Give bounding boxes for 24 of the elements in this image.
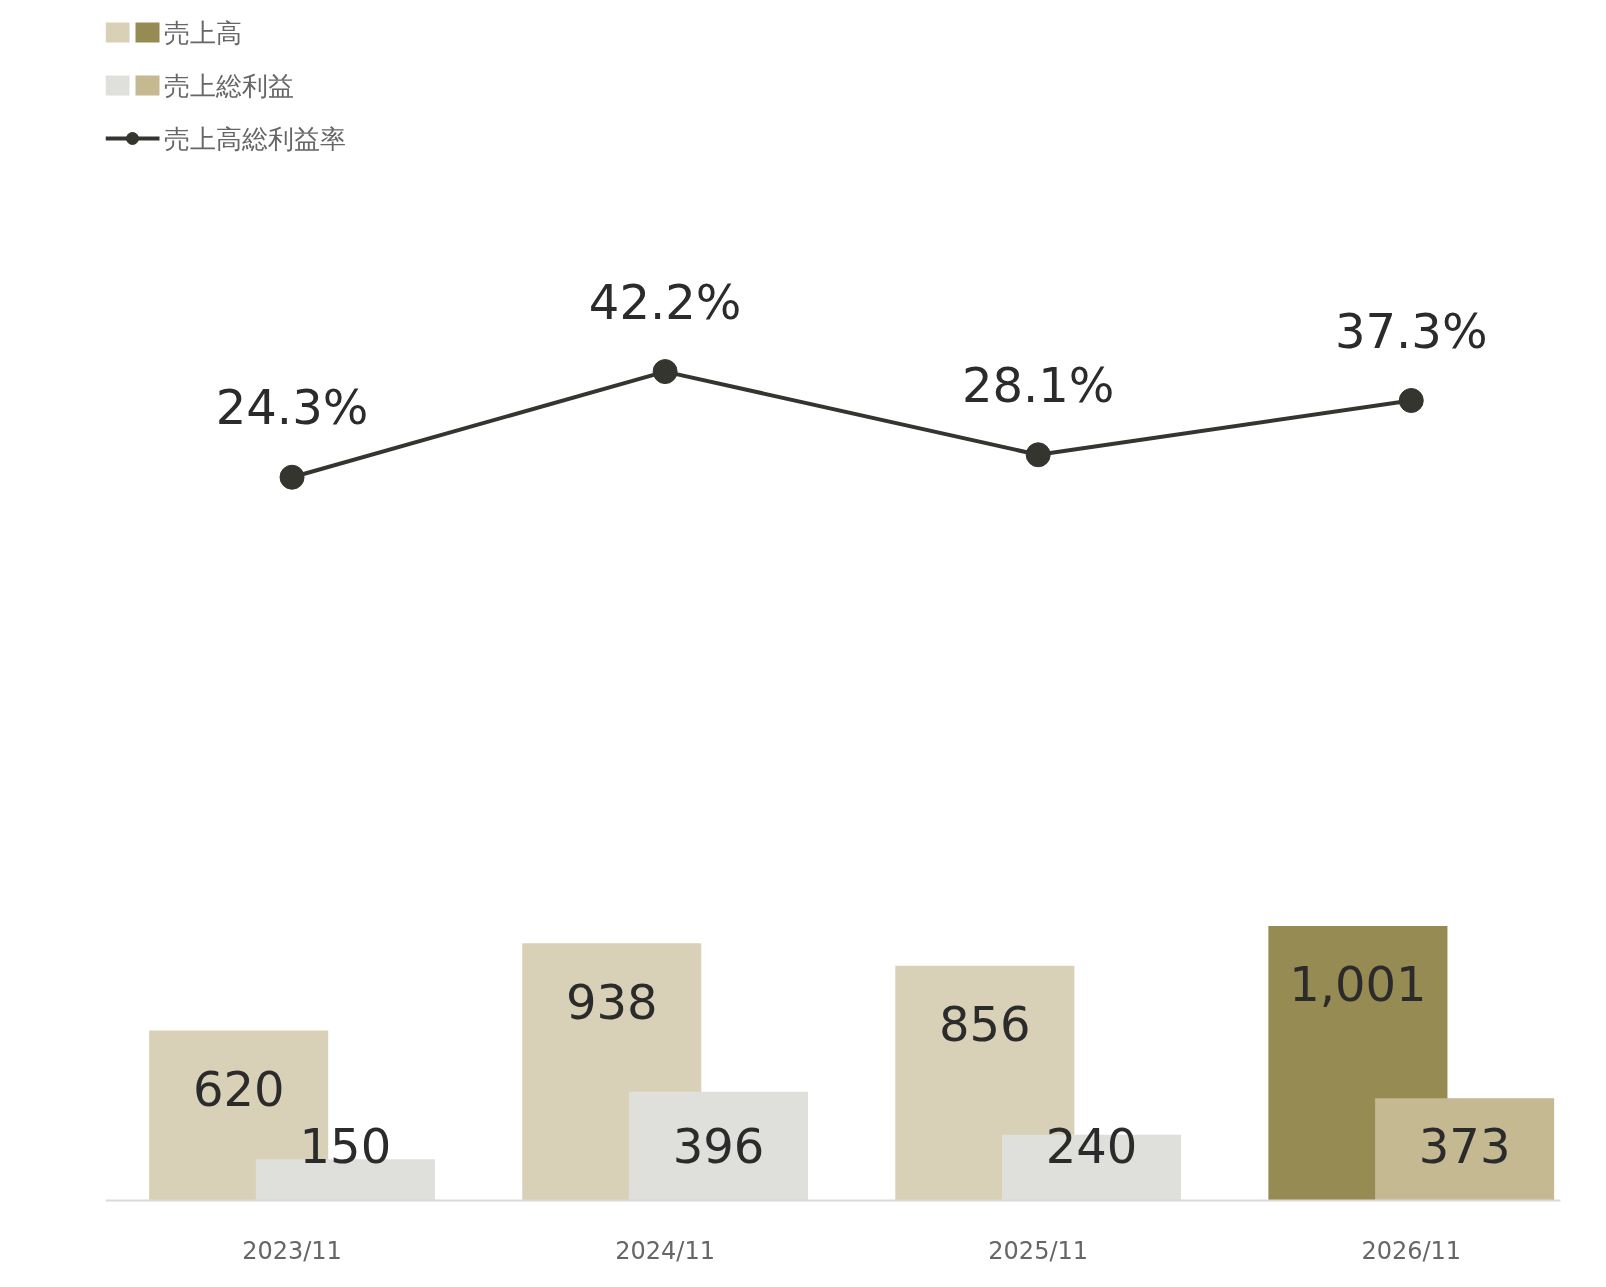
legend-label: 売上総利益 <box>163 70 294 101</box>
point <box>279 464 305 490</box>
data-label: 856 <box>939 996 1031 1053</box>
data-label: 240 <box>1045 1118 1138 1174</box>
legend-label: 売上高総利益率 <box>163 123 346 154</box>
legend-label: 売上高 <box>163 17 242 48</box>
data-label: 938 <box>565 973 658 1030</box>
point <box>1025 442 1051 468</box>
point <box>1398 388 1424 413</box>
x-tick-label: 2024/11 <box>615 1236 715 1265</box>
data-label: 150 <box>299 1118 392 1174</box>
data-label: 42.2% <box>588 273 742 330</box>
data-label: 620 <box>192 1060 285 1117</box>
x-tick-label: 2025/11 <box>988 1236 1089 1265</box>
data-label: 24.3% <box>215 379 369 436</box>
data-label: 396 <box>672 1118 765 1174</box>
x-tick-label: 2023/11 <box>242 1236 342 1265</box>
point <box>652 359 678 385</box>
data-label: 37.3% <box>1335 302 1488 359</box>
bar <box>1375 1098 1555 1201</box>
x-tick-label: 2026/11 <box>1361 1236 1462 1265</box>
data-label: 373 <box>1418 1118 1511 1174</box>
data-label: 1,001 <box>1289 956 1427 1013</box>
data-label: 28.1% <box>961 356 1115 413</box>
